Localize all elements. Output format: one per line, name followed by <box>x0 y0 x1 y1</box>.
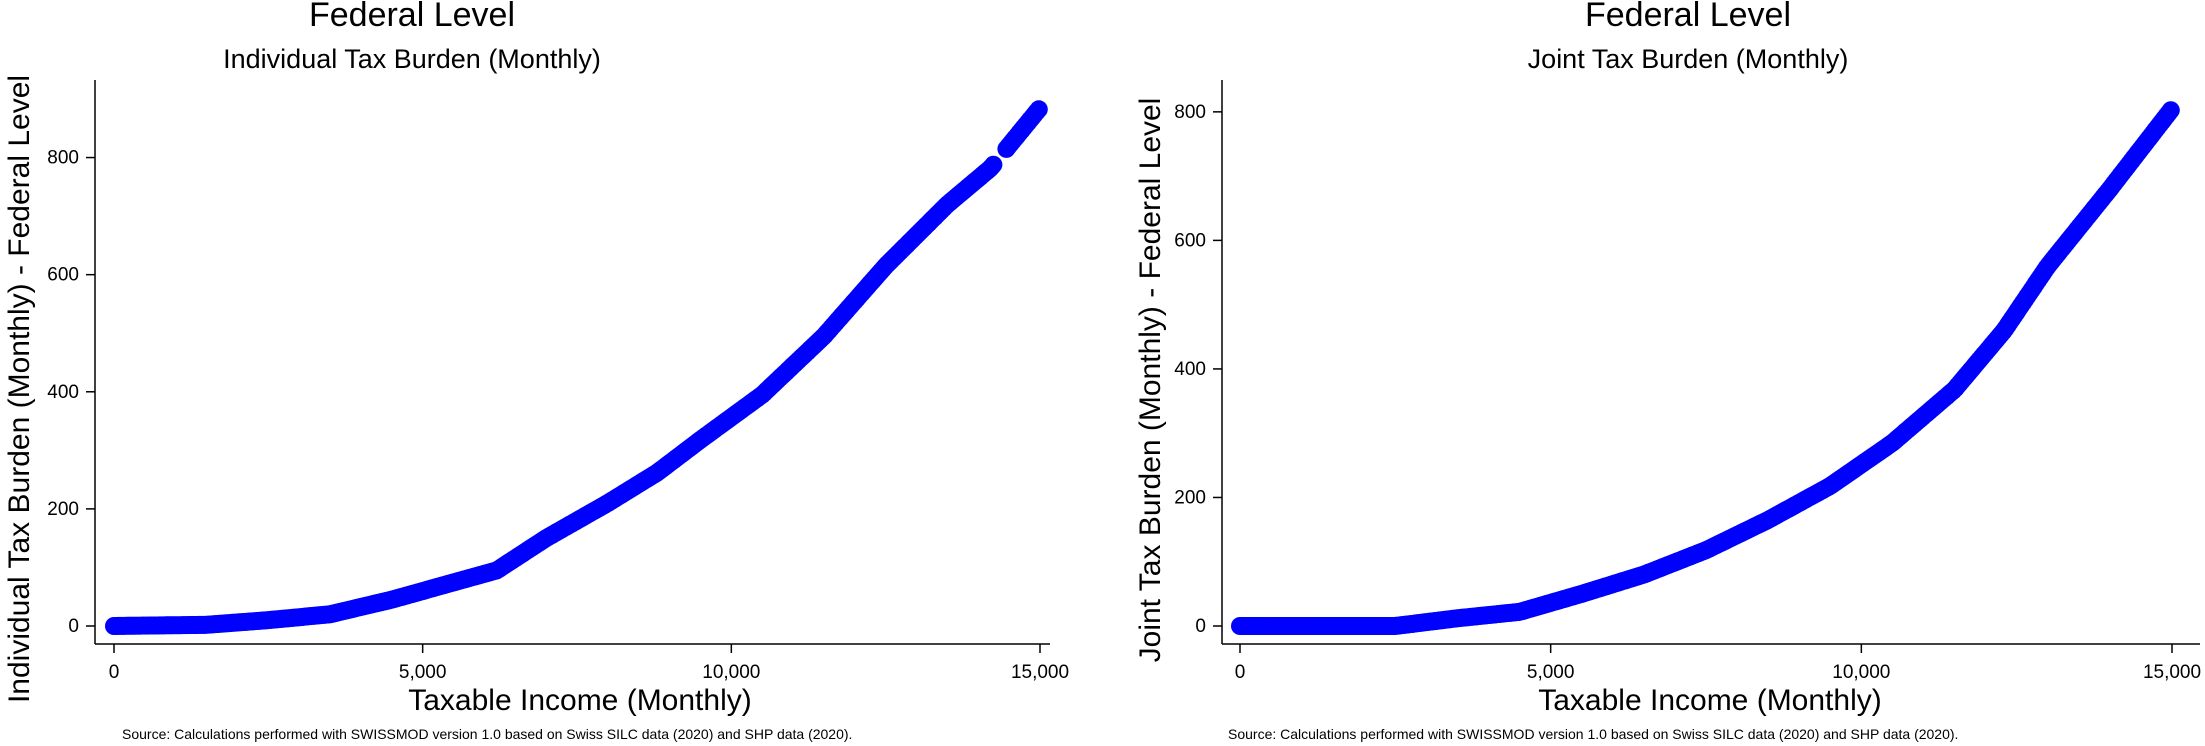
data-points <box>1231 101 2180 635</box>
data-point <box>2161 101 2180 120</box>
data-point <box>1029 100 1048 119</box>
x-axis-label: Taxable Income (Monthly) <box>1538 684 1881 717</box>
x-tick-label: 10,000 <box>1832 662 1890 683</box>
y-tick-label: 800 <box>47 148 79 169</box>
chart-title: Federal Level <box>309 0 515 34</box>
x-tick-label: 0 <box>1235 662 1246 683</box>
y-tick-label: 400 <box>1174 359 1206 380</box>
x-tick-label: 0 <box>109 662 120 683</box>
chart-panel-joint: Federal Level Joint Tax Burden (Monthly)… <box>1134 0 2201 742</box>
y-tick-label: 800 <box>1174 102 1206 123</box>
source-note: Source: Calculations performed with SWIS… <box>122 726 852 742</box>
y-axis-label: Joint Tax Burden (Monthly) - Federal Lev… <box>1134 98 1167 663</box>
y-tick-label: 200 <box>47 499 79 520</box>
chart-subtitle: Individual Tax Burden (Monthly) <box>223 44 601 74</box>
x-tick-label: 15,000 <box>2143 662 2201 683</box>
data-point <box>984 155 1003 174</box>
data-points <box>105 100 1048 635</box>
x-tick-group: 0 5,000 10,000 15,000 <box>109 644 1069 683</box>
y-tick-label: 0 <box>68 616 79 637</box>
y-axis-label: Individual Tax Burden (Monthly) - Federa… <box>3 75 36 703</box>
y-tick-label: 200 <box>1174 487 1206 508</box>
x-tick-label: 5,000 <box>1527 662 1575 683</box>
y-tick-label: 400 <box>47 382 79 403</box>
x-tick-label: 15,000 <box>1011 662 1069 683</box>
y-tick-group: 0 200 400 600 800 <box>1174 102 1222 637</box>
y-tick-label: 600 <box>1174 230 1206 251</box>
chart-panel-individual: Federal Level Individual Tax Burden (Mon… <box>3 0 1069 742</box>
y-tick-label: 600 <box>47 265 79 286</box>
chart-title: Federal Level <box>1585 0 1791 34</box>
chart-subtitle: Joint Tax Burden (Monthly) <box>1528 44 1849 74</box>
x-tick-label: 10,000 <box>702 662 760 683</box>
x-tick-label: 5,000 <box>399 662 447 683</box>
x-tick-group: 0 5,000 10,000 15,000 <box>1235 644 2201 683</box>
y-tick-label: 0 <box>1195 616 1206 637</box>
y-tick-group: 0 200 400 600 800 <box>47 148 95 637</box>
source-note: Source: Calculations performed with SWIS… <box>1228 726 1958 742</box>
x-axis-label: Taxable Income (Monthly) <box>408 684 751 717</box>
